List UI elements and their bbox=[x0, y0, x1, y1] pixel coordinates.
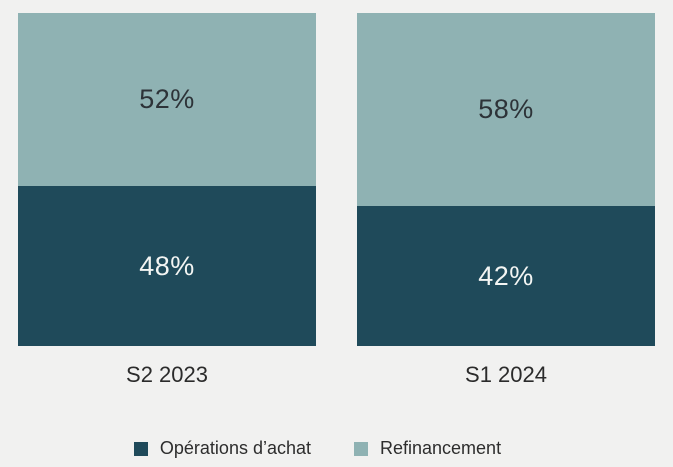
stacked-bar: 58% 42% bbox=[357, 13, 655, 346]
legend-label-operations-achat: Opérations d’achat bbox=[159, 438, 311, 458]
legend: Opérations d’achat Refinancement bbox=[0, 438, 654, 459]
data-label-refinancement: 58% bbox=[478, 94, 534, 125]
legend-item-operations-achat: Opérations d’achat bbox=[133, 438, 311, 459]
data-label-operations-achat: 42% bbox=[478, 260, 534, 291]
bar-segment-refinancement: 52% bbox=[18, 13, 316, 187]
data-label-operations-achat: 48% bbox=[139, 250, 195, 281]
category-label: S1 2024 bbox=[465, 362, 547, 387]
legend-swatch-operations-achat bbox=[133, 441, 148, 456]
category-column-s2-2023: 52% 48% S2 2023 bbox=[18, 13, 316, 388]
legend-item-refinancement: Refinancement bbox=[354, 438, 501, 459]
category-column-s1-2024: 58% 42% S1 2024 bbox=[357, 13, 655, 388]
bar-segment-refinancement: 58% bbox=[357, 13, 655, 207]
data-label-refinancement: 52% bbox=[139, 84, 195, 115]
bar-segment-operations-achat: 48% bbox=[18, 186, 316, 346]
bar-segment-operations-achat: 42% bbox=[357, 206, 655, 346]
category-label: S2 2023 bbox=[126, 362, 208, 387]
legend-swatch-refinancement bbox=[354, 441, 368, 456]
stacked-bar: 52% 48% bbox=[18, 13, 316, 346]
legend-label-refinancement: Refinancement bbox=[380, 438, 502, 458]
